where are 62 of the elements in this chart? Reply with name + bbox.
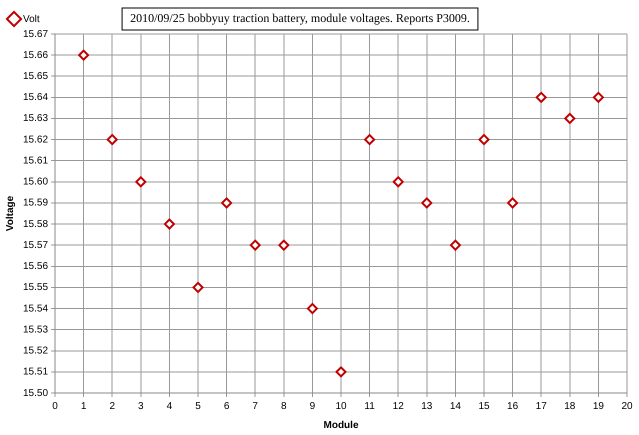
y-tick-label: 15.57: [22, 240, 48, 251]
x-tick-label: 20: [621, 400, 633, 412]
point: [421, 197, 432, 208]
point: [106, 134, 118, 146]
x-axis-title: Module: [324, 420, 359, 431]
x-tick-label: 16: [507, 400, 519, 412]
point: [135, 176, 146, 188]
legend-label: Volt: [23, 14, 40, 25]
x-tick-label: 4: [166, 400, 173, 412]
x-tick-label: 10: [335, 400, 348, 412]
x-tick-label: 17: [536, 400, 548, 412]
point: [250, 240, 261, 251]
y-axis-title: Voltage: [4, 195, 16, 232]
y-tick-label: 15.60: [22, 176, 48, 188]
y-tick-label: 15.53: [22, 324, 48, 336]
point: [278, 240, 290, 251]
point: [592, 92, 604, 103]
y-tick-label: 15.50: [22, 388, 48, 399]
y-tick-label: 15.67: [22, 28, 48, 40]
x-tick-label: 3: [138, 400, 144, 412]
point: [192, 282, 204, 293]
point: [164, 218, 175, 230]
y-tick-label: 15.61: [22, 155, 48, 166]
chart-title: 2010/09/25 bobbyuy traction battery, module voltages. Reports P3009.: [130, 11, 470, 26]
x-tick-label: 15: [478, 400, 490, 412]
y-tick-label: 15.66: [22, 50, 48, 61]
x-tick-label: 19: [592, 400, 604, 412]
x-tick-label: 5: [195, 400, 202, 412]
y-tick-label: 15.55: [22, 282, 48, 294]
y-tick-label: 15.52: [22, 346, 48, 357]
x-tick-label: 6: [224, 400, 230, 412]
x-tick-label: 9: [310, 400, 316, 412]
point: [392, 176, 404, 188]
point: [564, 112, 576, 124]
y-tick-label: 15.65: [22, 70, 48, 82]
point: [364, 134, 376, 146]
point: [450, 240, 461, 251]
point: [478, 134, 490, 146]
point: [336, 366, 347, 378]
point: [221, 197, 232, 208]
x-tick-label: 0: [52, 400, 58, 412]
y-tick-label: 15.58: [22, 218, 48, 230]
x-tick-label: 2: [109, 400, 116, 412]
y-tick-label: 15.64: [22, 92, 48, 104]
point: [536, 92, 547, 103]
y-tick-label: 15.62: [22, 134, 48, 146]
x-tick-label: 18: [564, 400, 576, 412]
y-tick-label: 15.63: [22, 113, 48, 124]
x-tick-label: 14: [450, 400, 462, 412]
x-tick-label: 12: [392, 400, 404, 412]
x-tick-label: 8: [281, 400, 288, 412]
x-tick-label: 13: [421, 400, 433, 412]
y-tick-label: 15.56: [22, 261, 48, 272]
point: [78, 50, 90, 61]
point: [306, 303, 318, 314]
point: [507, 197, 518, 208]
y-tick-label: 15.51: [22, 366, 48, 378]
x-tick-label: 7: [252, 400, 258, 412]
x-tick-label: 1: [80, 400, 87, 412]
y-tick-label: 15.54: [22, 303, 48, 314]
x-tick-label: 11: [364, 400, 376, 412]
y-tick-label: 15.59: [22, 198, 48, 209]
